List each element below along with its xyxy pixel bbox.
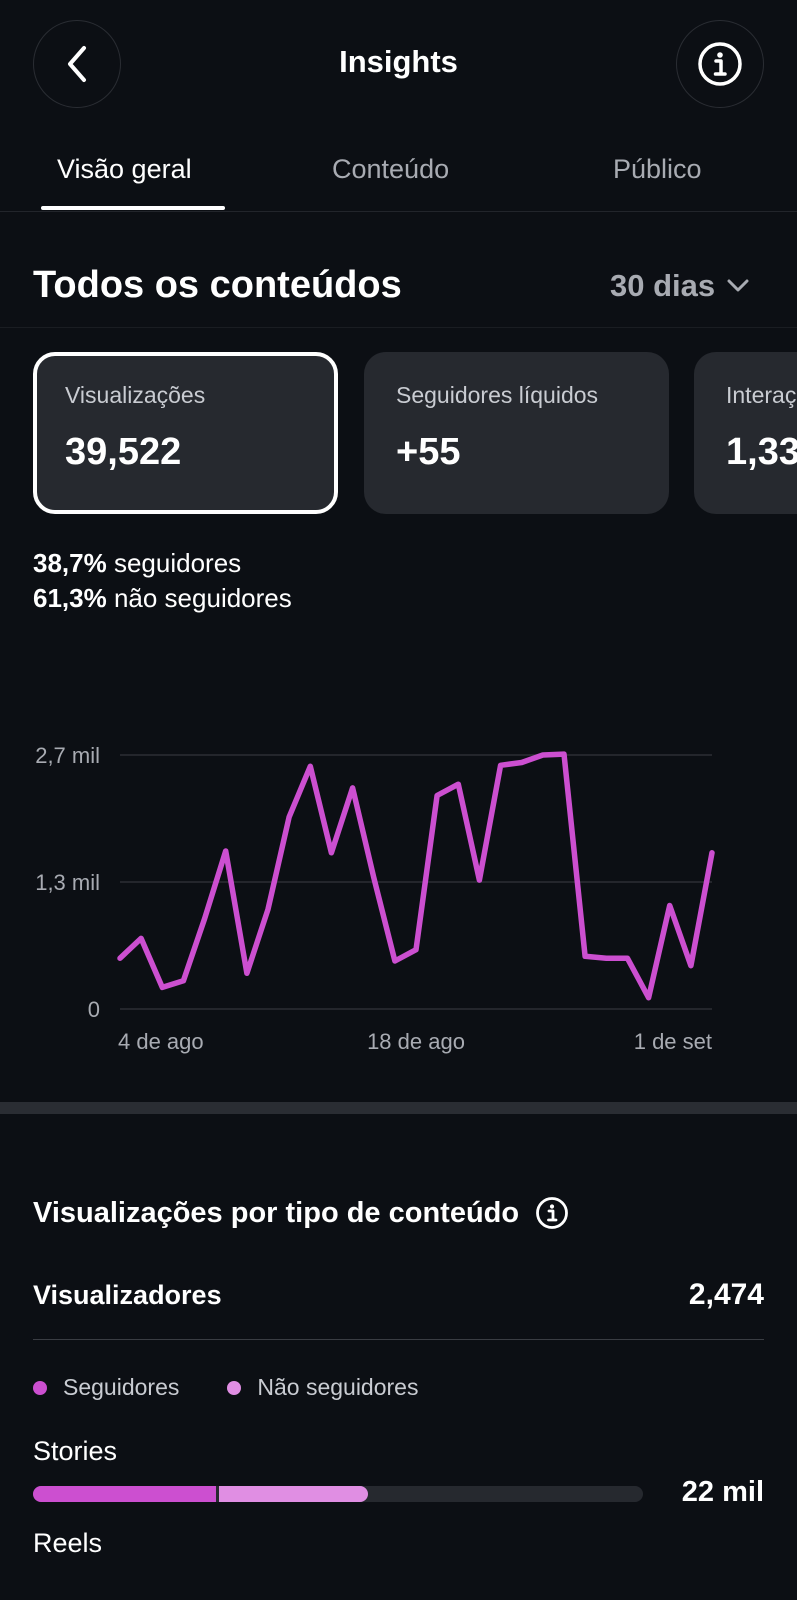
followers-label: seguidores — [106, 548, 242, 578]
metric-card-interactions[interactable]: Interações 1,33 — [694, 352, 797, 514]
metric-cards: Visualizações 39,522 Seguidores líquidos… — [0, 352, 797, 516]
info-icon — [698, 42, 742, 86]
tab-overview[interactable]: Visão geral — [57, 154, 192, 184]
metric-label: Seguidores líquidos — [396, 382, 599, 408]
legend-dot-followers — [33, 1380, 47, 1395]
y-tick-label: 2,7 mil — [35, 743, 100, 768]
page-title: Insights — [339, 44, 458, 79]
tab-audience[interactable]: Público — [613, 154, 702, 184]
chevron-left-icon — [68, 46, 86, 82]
y-tick-label: 1,3 mil — [35, 870, 100, 895]
chevron-down-icon — [727, 279, 749, 292]
x-tick-label: 18 de ago — [367, 1029, 465, 1054]
legend-dot-non-followers — [227, 1380, 242, 1395]
x-tick-label: 4 de ago — [118, 1029, 204, 1054]
stories-bar-followers — [33, 1486, 216, 1502]
viewers-value: 2,474 — [688, 1278, 764, 1311]
tab-bar: Visão geral Conteúdo Público — [0, 140, 797, 212]
metric-label: Visualizações — [65, 382, 206, 408]
metric-card-views[interactable]: Visualizações 39,522 — [33, 352, 338, 514]
content-type-row-label: Stories — [33, 1436, 118, 1466]
section-divider — [0, 1102, 797, 1114]
legend-label: Não seguidores — [257, 1374, 419, 1400]
views-split: 38,7% seguidores 61,3% não seguidores — [33, 546, 292, 616]
non-followers-split-line: 61,3% não seguidores — [33, 581, 292, 616]
metric-value: 1,33 — [726, 431, 797, 473]
x-tick-label: 1 de set — [634, 1029, 712, 1054]
tab-content[interactable]: Conteúdo — [332, 154, 450, 184]
info-icon[interactable] — [535, 1196, 569, 1230]
back-button[interactable] — [33, 20, 121, 108]
content-type-title: Visualizações por tipo de conteúdo — [33, 1196, 569, 1230]
viewers-label: Visualizadores — [33, 1280, 222, 1310]
chart-legend: Seguidores Não seguidores — [33, 1374, 418, 1401]
stories-bar — [33, 1486, 643, 1502]
info-button[interactable] — [676, 20, 764, 108]
non-followers-pct: 61,3% — [33, 583, 107, 613]
section-title: Todos os conteúdos — [33, 264, 402, 306]
legend-label: Seguidores — [63, 1374, 180, 1400]
views-chart: 2,7 mil 1,3 mil 0 4 de ago 18 de ago 1 de set — [0, 720, 797, 1060]
section-header: Todos os conteúdos 30 dias — [0, 228, 797, 328]
legend-item-followers: Seguidores — [33, 1374, 179, 1401]
y-tick-label: 0 — [88, 997, 100, 1022]
content-type-title-text: Visualizações por tipo de conteúdo — [33, 1196, 520, 1229]
period-label: 30 dias — [610, 268, 716, 303]
viewers-row: Visualizadores 2,474 — [33, 1276, 764, 1340]
period-selector[interactable]: 30 dias — [610, 268, 749, 304]
followers-split-line: 38,7% seguidores — [33, 546, 292, 581]
followers-pct: 38,7% — [33, 548, 107, 578]
legend-item-non-followers: Não seguidores — [227, 1374, 418, 1401]
active-tab-indicator — [41, 206, 225, 210]
metric-value: 39,522 — [65, 431, 182, 473]
metric-value: +55 — [396, 431, 461, 473]
metric-card-net-followers[interactable]: Seguidores líquidos +55 — [364, 352, 669, 514]
series-line-views — [117, 751, 715, 1001]
content-type-row-label: Reels — [33, 1528, 103, 1558]
top-bar: Insights — [0, 0, 797, 130]
views-line-chart: 2,7 mil 1,3 mil 0 4 de ago 18 de ago 1 de set — [35, 743, 715, 1054]
metric-label: Interações — [726, 382, 797, 408]
stories-value: 22 mil — [681, 1476, 764, 1508]
stories-bar-non-followers — [219, 1486, 368, 1502]
non-followers-label: não seguidores — [106, 583, 292, 613]
